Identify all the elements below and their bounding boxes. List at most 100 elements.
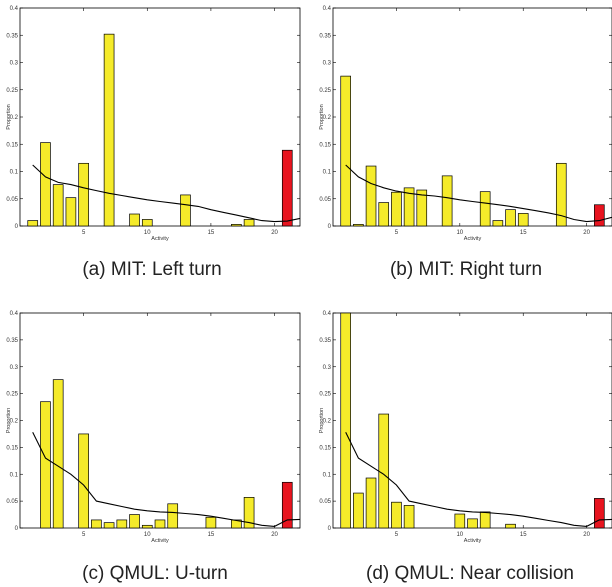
x-tick-label: 20: [271, 532, 278, 538]
x-tick-label: 15: [520, 230, 527, 236]
y-tick-label: 0.15: [319, 142, 331, 148]
caption-a: (a) MIT: Left turn: [82, 259, 221, 280]
y-tick-label: 0.35: [6, 33, 18, 39]
y-tick-label: 0.05: [319, 197, 331, 203]
bar: [91, 519, 102, 529]
y-tick-label: 0.05: [319, 499, 331, 505]
y-tick-label: 0.3: [323, 365, 332, 371]
bar: [467, 518, 478, 529]
bar: [116, 519, 128, 529]
bar: [141, 219, 153, 227]
bar: [141, 524, 153, 529]
chart-panel-c: 0 0.05 0.1 0.15 0.2 0.25 0.3 0.35 0.4 5 10 15 20 Acti…: [6, 311, 301, 544]
bar: [365, 477, 377, 529]
bar: [555, 162, 567, 227]
y-tick-label: 0.1: [323, 170, 332, 176]
y-tick-label: 0.35: [6, 338, 18, 344]
x-tick-label: 15: [520, 532, 527, 538]
x-tick-label: 10: [456, 532, 463, 538]
x-tick-label: 10: [456, 230, 463, 236]
y-tick-label: 0.25: [319, 392, 331, 398]
bar: [167, 503, 179, 529]
bar: [103, 33, 115, 227]
bar: [505, 523, 516, 529]
x-tick-label: 5: [395, 532, 399, 538]
bar: [505, 209, 516, 227]
y-tick-label: 0.3: [323, 61, 332, 67]
bar: [243, 219, 255, 227]
caption-b: (b) MIT: Right turn: [390, 259, 542, 280]
y-tick-label: 0.3: [10, 61, 19, 67]
y-tick-label: 0.15: [6, 142, 18, 148]
bar: [391, 191, 402, 227]
y-tick-label: 0.4: [10, 311, 19, 317]
bar: [403, 187, 415, 227]
y-tick-label: 0.35: [319, 338, 331, 344]
bar: [40, 401, 51, 529]
bar: [231, 224, 242, 227]
x-tick-label: 20: [583, 532, 590, 538]
bar: [154, 519, 166, 529]
y-tick-label: 0.35: [319, 33, 331, 39]
x-tick-label: 10: [144, 532, 151, 538]
bar-anomaly: [594, 204, 605, 227]
bar: [416, 189, 428, 227]
bar: [340, 312, 351, 529]
y-tick-label: 0.1: [323, 472, 332, 478]
y-tick-label: 0.15: [319, 445, 331, 451]
y-tick-label: 0: [328, 224, 332, 230]
x-tick-label: 5: [395, 230, 399, 236]
bar: [391, 501, 402, 529]
trend-curve-d: [345, 432, 612, 527]
x-axis-label-d: Activity: [464, 538, 482, 544]
trend-curve-c: [32, 432, 301, 527]
bar-anomaly: [281, 149, 293, 227]
caption-d: (d) QMUL: Near collision: [366, 563, 574, 584]
bar: [129, 514, 140, 529]
y-tick-label: 0: [15, 526, 19, 532]
bar-anomaly: [281, 481, 293, 529]
bar: [340, 75, 351, 227]
bar: [78, 433, 89, 529]
bar: [365, 165, 377, 227]
bar: [479, 191, 491, 227]
bar-anomaly: [594, 498, 605, 529]
x-tick-label: 20: [583, 230, 590, 236]
bar: [353, 492, 364, 529]
bar: [517, 213, 529, 227]
chart-panel-b: 0 0.05 0.1 0.15 0.2 0.25 0.3 0.35 0.4 5 10 15 20 Acti…: [319, 6, 612, 242]
bar: [454, 513, 466, 529]
y-tick-label: 0.4: [323, 6, 332, 12]
chart-panel-d: 0 0.05 0.1 0.15 0.2 0.25 0.3 0.35 0.4 5 10 15 20 Acti…: [319, 311, 612, 544]
x-axis-label-b: Activity: [464, 236, 482, 242]
bar: [78, 162, 89, 227]
bar: [479, 511, 491, 529]
y-tick-label: 0.2: [323, 419, 332, 425]
y-tick-label: 0.1: [10, 472, 19, 478]
y-tick-label: 0: [15, 224, 19, 230]
bar: [103, 522, 115, 529]
bar: [492, 220, 504, 227]
y-tick-label: 0.3: [10, 365, 19, 371]
bar: [52, 184, 64, 227]
bar: [403, 505, 415, 529]
bar: [27, 220, 39, 227]
x-tick-label: 10: [144, 230, 151, 236]
x-axis-label-a: Activity: [151, 236, 169, 242]
chart-panel-a: 0 0.05 0.1 0.15 0.2 0.25 0.3 0.35 0.4 5 10 15 20 Acti…: [6, 6, 301, 242]
x-tick-label: 15: [208, 532, 215, 538]
y-axis-label-b: Proportion: [319, 104, 325, 129]
y-tick-label: 0.05: [6, 499, 18, 505]
bar: [378, 202, 390, 227]
y-tick-label: 0.25: [319, 88, 331, 94]
y-tick-label: 0.25: [6, 392, 18, 398]
trend-curve-a: [32, 164, 301, 223]
y-tick-label: 0: [328, 526, 332, 532]
y-tick-label: 0.05: [6, 197, 18, 203]
bar: [243, 497, 255, 529]
caption-c: (c) QMUL: U-turn: [82, 563, 228, 584]
bar: [441, 175, 453, 227]
y-tick-label: 0.2: [10, 419, 19, 425]
bar: [52, 379, 64, 529]
